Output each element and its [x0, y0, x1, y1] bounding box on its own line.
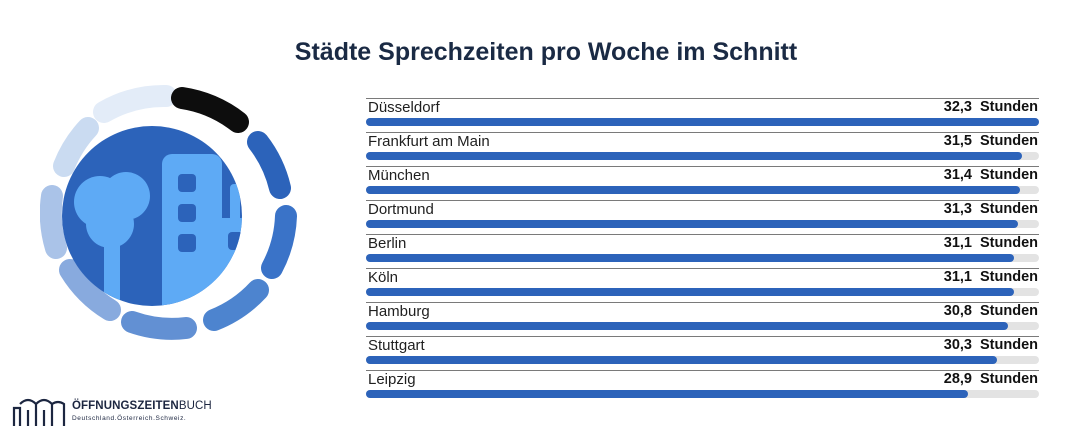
- value-number: 31,1: [943, 269, 972, 285]
- bar: [366, 220, 1019, 228]
- bar-track: [366, 356, 1039, 364]
- bar: [366, 186, 1021, 194]
- value-unit: Stunden: [980, 235, 1038, 251]
- logo-arches-icon: [12, 398, 66, 426]
- bar: [366, 288, 1014, 296]
- category-label: Düsseldorf: [368, 99, 440, 116]
- bar-row: Düsseldorf 32,3 Stunden: [366, 98, 1039, 132]
- value-number: 31,3: [943, 201, 972, 217]
- logo-tagline: Deutschland.Österreich.Schweiz.: [72, 415, 187, 422]
- value-number: 31,1: [943, 235, 972, 251]
- value-unit: Stunden: [980, 133, 1038, 149]
- category-label: Frankfurt am Main: [368, 133, 490, 150]
- bar-track: [366, 288, 1039, 296]
- category-label: München: [368, 167, 430, 184]
- row-divider: [366, 166, 1039, 167]
- value-label: 31,1 Stunden: [944, 269, 1038, 285]
- bar-track: [366, 152, 1039, 160]
- value-label: 31,5 Stunden: [944, 133, 1038, 149]
- category-label: Hamburg: [368, 303, 430, 320]
- bar-row: Stuttgart 30,3 Stunden: [366, 336, 1039, 370]
- bar-track: [366, 186, 1039, 194]
- bar-row: Frankfurt am Main 31,5 Stunden: [366, 132, 1039, 166]
- row-divider: [366, 200, 1039, 201]
- row-divider: [366, 234, 1039, 235]
- chart-title: Städte Sprechzeiten pro Woche im Schnitt: [294, 38, 798, 66]
- value-unit: Stunden: [980, 303, 1038, 319]
- value-unit: Stunden: [980, 337, 1038, 353]
- value-number: 30,3: [943, 337, 972, 353]
- value-label: 28,9 Stunden: [944, 371, 1038, 387]
- bar-row: München 31,4 Stunden: [366, 166, 1039, 200]
- row-divider: [366, 370, 1039, 371]
- bar-row: Leipzig 28,9 Stunden: [366, 370, 1039, 404]
- bar-track: [366, 220, 1039, 228]
- value-unit: Stunden: [980, 269, 1038, 285]
- bar-chart: Düsseldorf 32,3 Stunden Frankfurt am Main 31…: [366, 98, 1039, 404]
- city-buildings-icon: [40, 85, 297, 340]
- value-number: 31,5: [943, 133, 972, 149]
- value-label: 32,3 Stunden: [944, 99, 1038, 115]
- row-divider: [366, 336, 1039, 337]
- category-label: Berlin: [368, 235, 407, 252]
- value-unit: Stunden: [980, 371, 1038, 387]
- logo-name-bold: ÖFFNUNGSZEITEN: [72, 400, 179, 412]
- value-label: 31,1 Stunden: [944, 235, 1038, 251]
- bar-track: [366, 390, 1039, 398]
- bar-row: Köln 31,1 Stunden: [366, 268, 1039, 302]
- bar: [366, 390, 969, 398]
- bar: [366, 322, 1008, 330]
- logo-name-thin: BUCH: [178, 400, 212, 412]
- value-label: 30,8 Stunden: [944, 303, 1038, 319]
- category-label: Dortmund: [368, 201, 434, 218]
- category-label: Leipzig: [368, 371, 416, 388]
- row-divider: [366, 132, 1039, 133]
- logo: ÖFFNUNGSZEITENBUCH Deutschland.Österreic…: [10, 394, 230, 428]
- category-label: Köln: [368, 269, 399, 286]
- value-number: 32,3: [943, 99, 972, 115]
- row-divider: [366, 98, 1039, 99]
- bar-row: Hamburg 30,8 Stunden: [366, 302, 1039, 336]
- row-divider: [366, 268, 1039, 269]
- value-number: 28,9: [943, 371, 972, 387]
- bar: [366, 254, 1014, 262]
- value-unit: Stunden: [980, 201, 1038, 217]
- bar: [366, 118, 1039, 126]
- bar-row: Dortmund 31,3 Stunden: [366, 200, 1039, 234]
- row-divider: [366, 302, 1039, 303]
- value-label: 31,4 Stunden: [944, 167, 1038, 183]
- value-label: 31,3 Stunden: [944, 201, 1038, 217]
- value-unit: Stunden: [980, 167, 1038, 183]
- value-unit: Stunden: [980, 99, 1038, 115]
- bar-track: [366, 254, 1039, 262]
- bar: [366, 356, 998, 364]
- bar-row: Berlin 31,1 Stunden: [366, 234, 1039, 268]
- bar: [366, 152, 1023, 160]
- value-number: 30,8: [943, 303, 972, 319]
- bar-track: [366, 118, 1039, 126]
- value-number: 31,4: [943, 167, 972, 183]
- logo-name: ÖFFNUNGSZEITENBUCH: [72, 400, 212, 412]
- value-label: 30,3 Stunden: [944, 337, 1038, 353]
- category-label: Stuttgart: [368, 337, 425, 354]
- bar-track: [366, 322, 1039, 330]
